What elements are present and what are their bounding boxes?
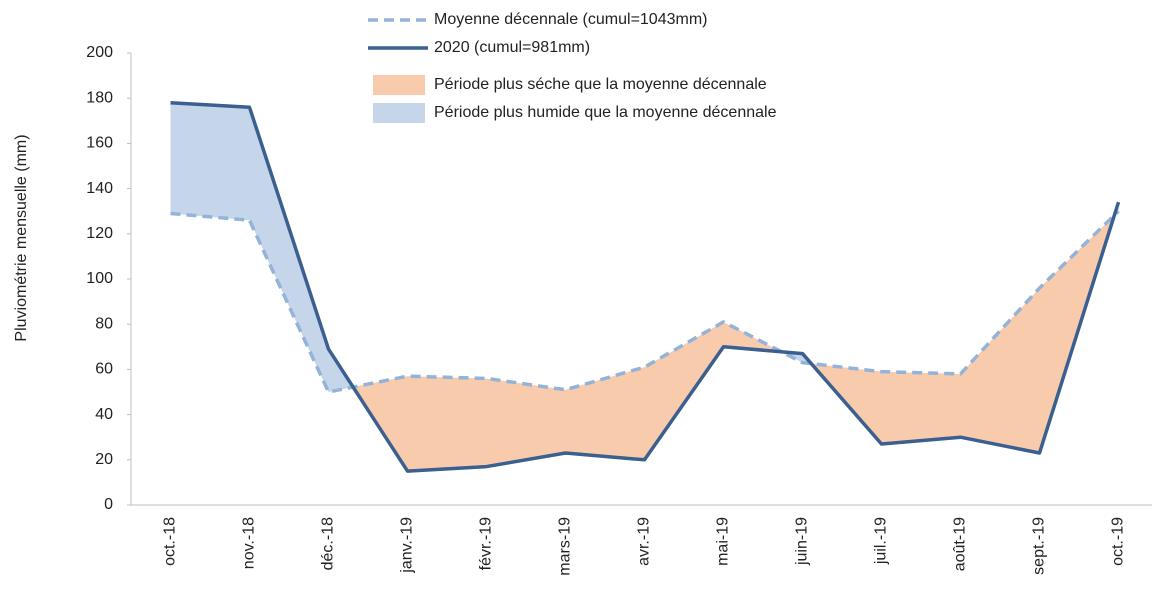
legend-label: 2020 (cumul=981mm) (434, 39, 590, 56)
difference-area (960, 288, 1040, 454)
legend-swatch (373, 103, 425, 123)
legend-label: Période plus séche que la moyenne décenn… (434, 76, 767, 93)
y-tick-label: 120 (86, 225, 113, 242)
x-tick-label: oct.-19 (1110, 517, 1127, 566)
difference-area (170, 102, 250, 221)
x-tick-label: mars-19 (557, 517, 574, 576)
difference-area (881, 371, 961, 444)
series-line (170, 100, 1121, 473)
y-tick-label: 200 (86, 44, 113, 61)
x-tick-label: déc.-18 (320, 517, 337, 570)
difference-area (644, 321, 724, 460)
series-line (170, 209, 1120, 394)
x-tick-label: juin-19 (794, 517, 811, 566)
legend-label: Moyenne décennale (cumul=1043mm) (434, 11, 707, 28)
x-tick-label: juil.-19 (873, 517, 890, 565)
y-tick-label: 180 (86, 89, 113, 106)
y-tick-label: 160 (86, 135, 113, 152)
legend-label: Période plus humide que la moyenne décen… (434, 104, 777, 121)
x-tick-label: févr.-19 (478, 517, 495, 570)
y-tick-label: 80 (95, 315, 113, 332)
y-tick-label: 20 (95, 451, 113, 468)
x-tick-label: août-19 (952, 517, 969, 571)
y-tick-label: 100 (86, 270, 113, 287)
x-tick-label: janv.-19 (399, 517, 416, 574)
x-tick-label: nov.-18 (241, 517, 258, 569)
y-tick-label: 40 (95, 406, 113, 423)
difference-area (407, 376, 487, 472)
difference-area (565, 367, 645, 460)
y-axis-title: Pluviométrie mensuelle (mm) (13, 134, 30, 341)
x-tick-label: mai-19 (715, 517, 732, 566)
y-tick-label: 0 (104, 496, 113, 513)
x-tick-label: sept.-19 (1031, 517, 1048, 575)
y-tick-label: 60 (95, 361, 113, 378)
difference-area (249, 107, 329, 393)
y-tick-label: 140 (86, 180, 113, 197)
x-tick-label: oct.-18 (162, 517, 179, 566)
x-tick-label: avr.-19 (636, 517, 653, 566)
difference-area (486, 378, 566, 467)
legend-swatch (373, 75, 425, 95)
